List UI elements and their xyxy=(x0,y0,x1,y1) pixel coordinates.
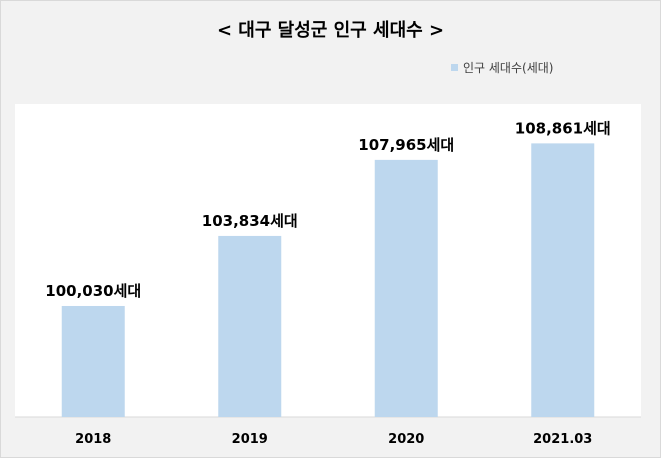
x-tick-label-2021.03: 2021.03 xyxy=(533,432,592,447)
x-tick-label-2020: 2020 xyxy=(388,432,424,447)
data-label-2019: 103,834세대 xyxy=(202,212,298,230)
data-label-2018: 100,030세대 xyxy=(45,282,141,300)
chart-legend: 인구 세대수(세대) xyxy=(451,59,553,76)
chart-title: < 대구 달성군 인구 세대수 > xyxy=(216,20,445,41)
bar-2019 xyxy=(218,235,282,417)
data-label-2021.03: 108,861세대 xyxy=(515,119,611,137)
x-tick-label-2018: 2018 xyxy=(75,432,111,447)
bar-2018 xyxy=(61,305,125,417)
legend-swatch xyxy=(451,64,458,71)
x-tick-label-2019: 2019 xyxy=(232,432,268,447)
legend-label: 인구 세대수(세대) xyxy=(463,61,554,75)
bar-2020 xyxy=(374,159,438,417)
bar-2021.03 xyxy=(531,143,595,418)
data-label-2020: 107,965세대 xyxy=(358,136,454,154)
